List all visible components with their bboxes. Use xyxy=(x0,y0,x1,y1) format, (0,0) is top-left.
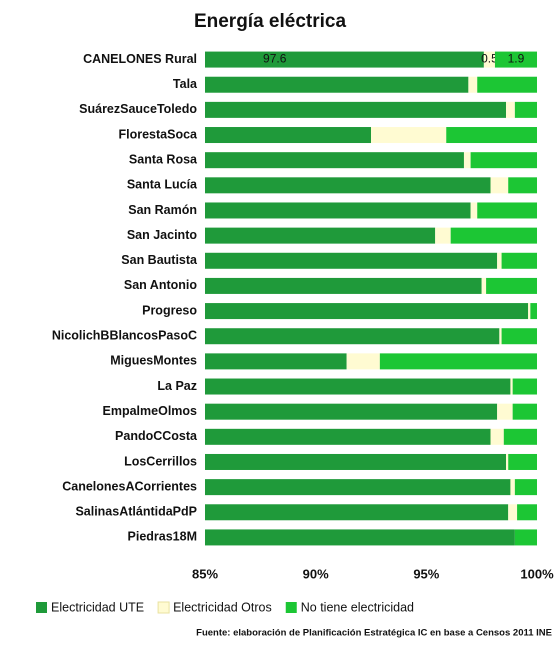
bar-segment xyxy=(503,428,537,445)
bar-segment xyxy=(205,277,482,294)
bar-segment xyxy=(477,202,537,219)
category-label: EmpalmeOlmos xyxy=(103,404,198,418)
bar-segment xyxy=(205,403,498,420)
bar-segment xyxy=(514,529,537,546)
legend-swatch xyxy=(157,601,170,614)
data-label: 97.6 xyxy=(263,52,287,66)
x-tick-label: 85% xyxy=(192,566,218,581)
bar-segment xyxy=(205,479,511,496)
bar-segment xyxy=(205,76,469,93)
bar-segment xyxy=(508,177,537,194)
bar-segment xyxy=(508,453,537,470)
category-label: San Ramón xyxy=(128,203,197,217)
legend-swatch xyxy=(285,602,297,613)
bar-segment xyxy=(205,177,491,194)
bar-segment xyxy=(205,227,436,244)
bar-segment xyxy=(510,479,515,496)
source-note: Fuente: elaboración de Planificación Est… xyxy=(196,628,552,639)
bar-segment xyxy=(470,152,537,169)
category-label: PandoCCosta xyxy=(115,429,198,443)
bar-segment xyxy=(468,76,478,93)
bar-segment xyxy=(346,353,380,370)
category-label: MiguesMontes xyxy=(110,354,197,368)
bar-segment xyxy=(205,252,498,269)
category-label: CANELONES Rural xyxy=(83,52,197,66)
bar-segment xyxy=(205,127,371,144)
category-label: Progreso xyxy=(142,303,197,317)
bar-segment xyxy=(450,227,537,244)
bar-segment xyxy=(494,51,537,68)
category-label: SuárezSauceToledo xyxy=(79,102,197,116)
bar-segment xyxy=(205,378,511,395)
bar-segment xyxy=(510,378,513,395)
x-tick-label: 95% xyxy=(413,566,439,581)
category-label: San Antonio xyxy=(124,278,198,292)
category-label: San Bautista xyxy=(121,253,198,267)
category-label: Tala xyxy=(173,77,198,91)
bar-segment xyxy=(470,202,478,219)
category-label: SalinasAtlántidaPdP xyxy=(75,505,197,519)
legend-label: Electricidad Otros xyxy=(173,600,272,614)
bar-segment xyxy=(371,127,447,144)
bar-segment xyxy=(463,152,471,169)
bar-segment xyxy=(435,227,451,244)
bar-segment xyxy=(205,202,471,219)
bar-segment xyxy=(205,51,484,68)
x-tick-label: 100% xyxy=(520,566,554,581)
bar-segment xyxy=(490,177,509,194)
category-label: FlorestaSoca xyxy=(118,127,198,141)
category-label: LosCerrillos xyxy=(124,454,197,468)
category-label: Santa Rosa xyxy=(129,152,198,166)
bar-segment xyxy=(483,51,495,68)
data-label: 1.9 xyxy=(508,52,525,66)
bar-segment xyxy=(205,303,529,320)
bar-segment xyxy=(506,101,515,118)
bar-segment xyxy=(205,428,491,445)
category-label: Piedras18M xyxy=(128,530,197,544)
bar-segment xyxy=(506,453,509,470)
bar-segment xyxy=(512,378,537,395)
bar-segment xyxy=(205,328,500,345)
bar-segment xyxy=(499,328,502,345)
bar-segment xyxy=(379,353,537,370)
bar-segment xyxy=(528,303,531,320)
bar-segment xyxy=(205,504,509,521)
bar-segment xyxy=(514,479,537,496)
bar-segment xyxy=(205,101,507,118)
bar-segment xyxy=(512,403,537,420)
bar-segment xyxy=(205,453,507,470)
bar-segment xyxy=(477,76,537,93)
category-label: CanelonesACorrientes xyxy=(62,479,197,493)
bar-segment xyxy=(501,252,537,269)
bar-segment xyxy=(205,529,515,546)
bar-segment xyxy=(501,328,537,345)
data-label: 0.5 xyxy=(481,52,498,66)
legend-label: No tiene electricidad xyxy=(301,600,414,614)
bar-segment xyxy=(508,504,518,521)
category-label: NicolichBBlancosPasoC xyxy=(52,329,197,343)
bar-segment xyxy=(446,127,537,144)
bar-segment xyxy=(481,277,487,294)
bar-segment xyxy=(514,101,537,118)
bar-segment xyxy=(205,152,464,169)
chart-title: Energía eléctrica xyxy=(194,11,347,32)
x-tick-label: 90% xyxy=(303,566,329,581)
bar-segment xyxy=(530,303,537,320)
category-label: La Paz xyxy=(157,379,197,393)
category-label: Santa Lucía xyxy=(127,178,198,192)
bar-segment xyxy=(205,353,347,370)
bar-segment xyxy=(497,403,513,420)
bar-segment xyxy=(490,428,504,445)
bar-segment xyxy=(486,277,537,294)
bar-segment xyxy=(517,504,537,521)
legend-swatch xyxy=(36,602,47,613)
legend-label: Electricidad UTE xyxy=(51,600,144,614)
bar-segment xyxy=(497,252,502,269)
category-label: San Jacinto xyxy=(127,228,198,242)
